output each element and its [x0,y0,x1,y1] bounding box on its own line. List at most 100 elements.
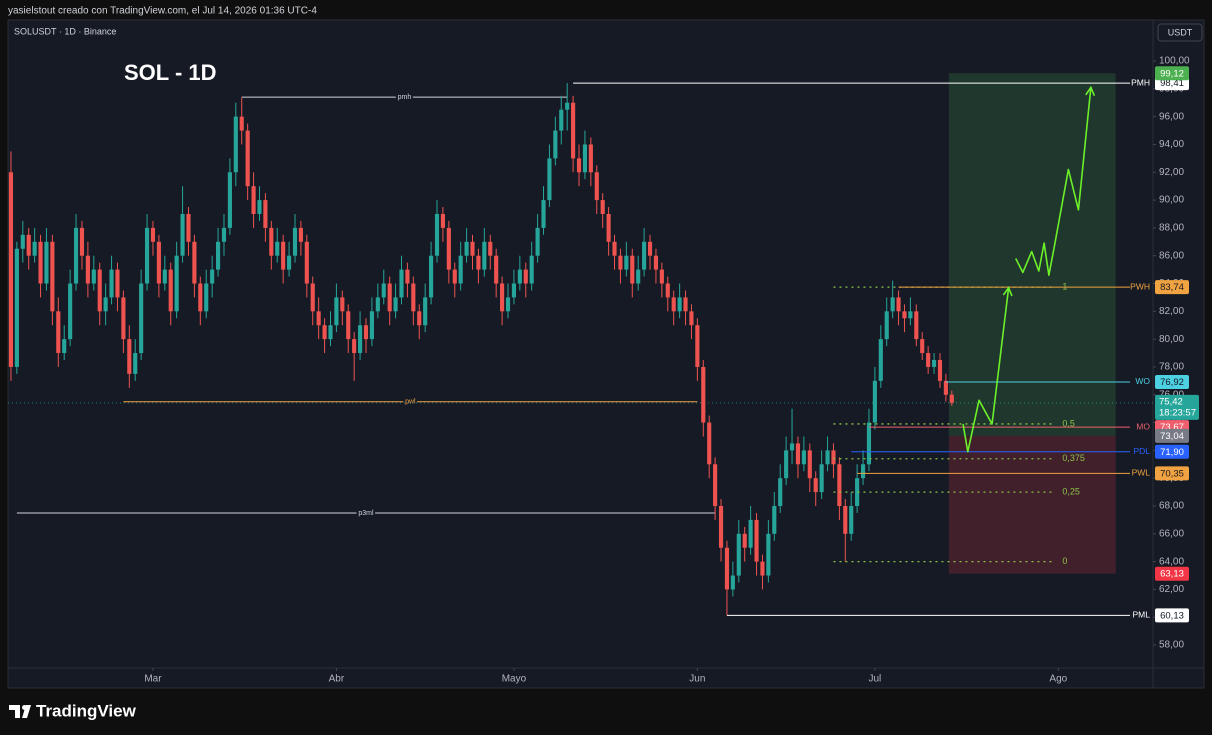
candle-body [470,241,475,256]
candle-body [73,227,79,284]
candle-body [819,464,824,493]
candle-body [677,297,682,312]
y-tick-label: 78,00 [1159,362,1184,373]
candle-body [914,311,919,340]
candle-body [275,241,280,256]
candle-body [494,255,499,284]
reference-line-label: p3ml [358,510,374,517]
candle-body [26,234,31,256]
candle-body [399,269,404,298]
candle-body [500,283,505,312]
candle-body [393,297,398,312]
candle-body [588,144,593,173]
chart-title: SOL - 1D [124,60,217,85]
candle-body [346,311,351,340]
y-tick-label: 100,00 [1159,56,1190,67]
candle-body [695,325,700,367]
position-target-tag [1155,66,1189,81]
candle-body [322,325,327,340]
footer: TradingView [36,701,137,720]
candle-body [434,213,440,256]
candle-body [748,519,753,548]
candle-body [831,450,836,465]
level-label: WO [1135,376,1150,386]
fib-label: 1 [1062,282,1067,292]
header: yasielstout creado con TradingView.com, … [8,6,317,17]
candle-body [754,519,759,562]
candle-body [772,506,777,534]
candle-body [328,325,333,340]
x-tick-label: Jun [689,674,705,685]
candle-body [97,269,102,312]
candle-body [298,227,303,242]
candle-body [352,339,357,354]
candle-body [653,255,659,270]
fib-label: 0,5 [1062,418,1075,428]
candle-body [245,130,250,187]
candle-body [949,394,954,403]
candle-body [594,172,599,201]
candle-body [896,297,901,312]
currency-button[interactable] [1157,23,1203,42]
candle-body [375,297,380,312]
level-tag-label: 83,74 [1160,282,1184,293]
candle-body [576,158,582,173]
y-tick-label: 58,00 [1159,640,1184,651]
candle-body [85,255,90,284]
candle-body [287,255,292,270]
level-label: PMH [1131,77,1150,87]
candle-body [523,269,528,284]
y-tick-label: 92,00 [1159,167,1184,178]
y-tick-label: 90,00 [1159,195,1184,206]
candle-body [44,241,49,284]
candle-body [541,200,546,228]
candle-body [423,297,428,326]
candle-body [334,297,339,326]
projection-arrowhead [1085,85,1096,97]
candle-body [156,241,161,284]
x-tick-label: Abr [329,674,345,685]
candle-body [103,297,108,312]
projection-path [1015,87,1092,276]
candle-body [701,366,706,423]
candle-body [505,297,511,312]
candle-body [162,269,167,284]
candle-body [310,283,315,312]
fib-label: 0 [1062,556,1067,566]
candle-body [683,297,688,312]
level-tag [1155,466,1189,481]
candle-body [417,311,422,326]
candle-body [50,241,55,312]
candle-body [866,422,872,465]
y-tick-label: 82,00 [1159,306,1184,317]
candle-body [582,144,588,173]
candle-body [340,297,345,312]
candle-body [429,255,434,298]
currency[interactable]: USDT [1168,27,1193,37]
position-entry-tag-label: 73,04 [1160,431,1184,442]
fib-label: 0,375 [1062,453,1085,463]
candle-body [186,213,191,242]
level-tag [1155,280,1189,295]
candle-body [476,255,481,270]
candle-body [890,297,895,312]
candle-body [843,506,848,534]
chart-panel [7,19,1205,689]
level-tag [1155,444,1189,459]
candle-body [855,478,860,506]
y-tick-label: 64,00 [1159,556,1184,567]
candle-body [381,283,386,298]
candle-body [547,158,552,201]
y-tick-label: 86,00 [1159,250,1184,261]
candle-body [363,325,369,340]
candle-body [884,311,889,340]
level-tag [1155,608,1189,623]
candle-body [659,269,664,284]
y-tick-label: 80,00 [1159,334,1184,345]
y-tick-label: 62,00 [1159,584,1184,595]
level-label: PDL [1133,446,1150,456]
candle-body [139,283,144,354]
candle-body [671,297,676,312]
